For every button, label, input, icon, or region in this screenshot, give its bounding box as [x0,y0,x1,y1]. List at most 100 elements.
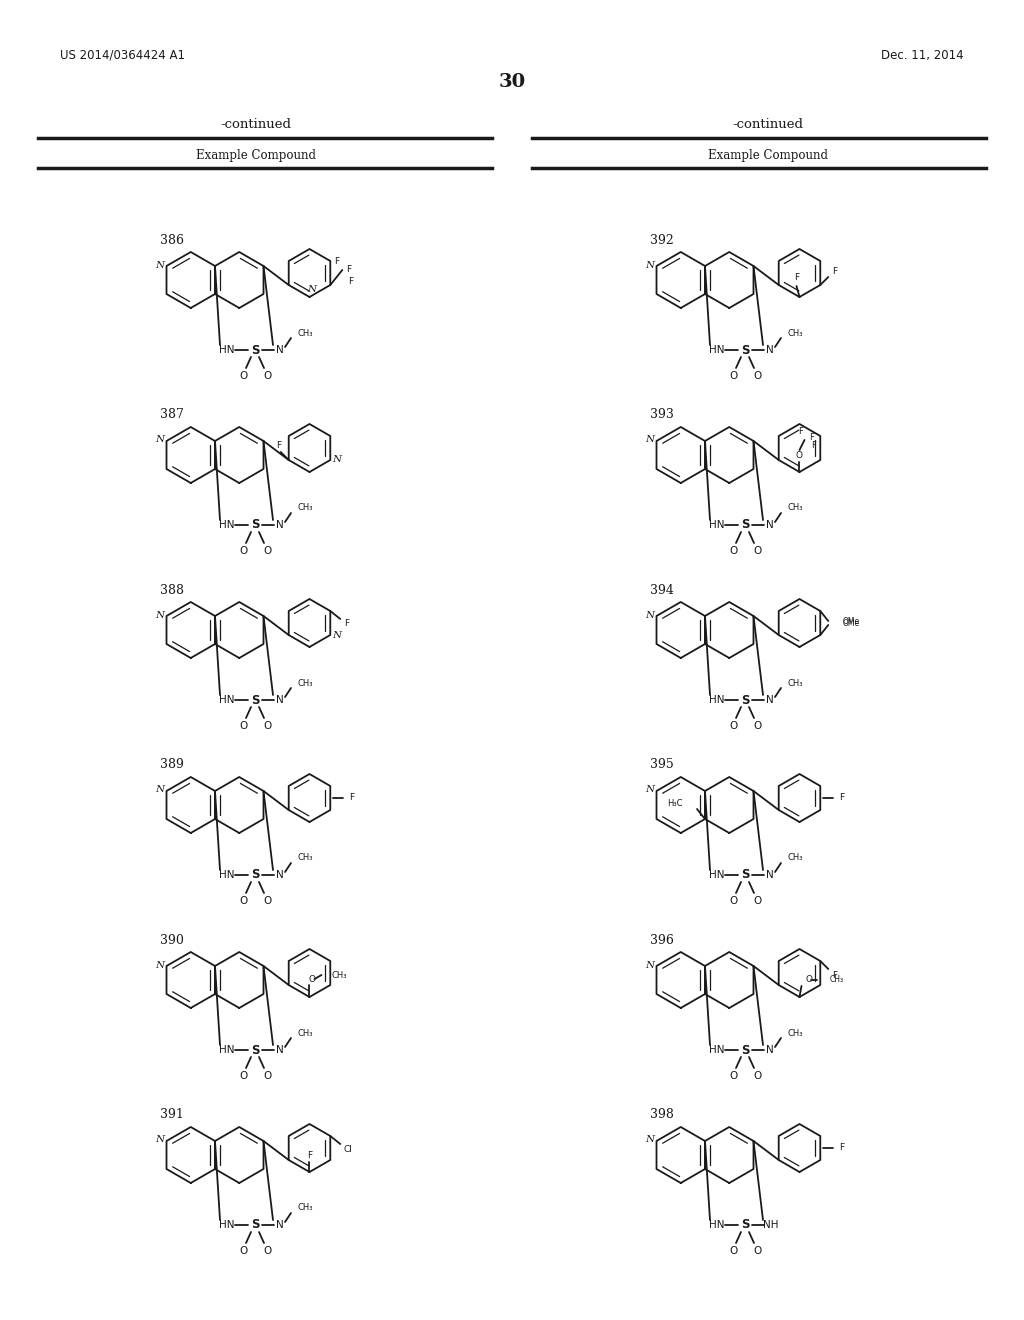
Text: HN: HN [219,1220,234,1230]
Text: N: N [155,260,164,269]
Text: 393: 393 [650,408,674,421]
Text: F: F [839,793,844,803]
Text: F: F [349,793,354,803]
Text: N: N [155,1135,164,1144]
Text: O: O [729,1246,737,1257]
Text: N: N [307,285,316,293]
Text: O: O [263,721,271,731]
Text: O: O [239,896,247,906]
Text: F: F [809,433,814,441]
Text: HN: HN [710,520,725,531]
Text: F: F [839,1143,844,1152]
Text: O: O [729,546,737,556]
Text: F: F [798,428,803,437]
Text: 30: 30 [499,73,525,91]
Text: HN: HN [219,1045,234,1055]
Text: O: O [753,1246,761,1257]
Text: F: F [307,1151,312,1159]
Text: N: N [645,961,654,969]
Text: HN: HN [710,870,725,880]
Text: OMe: OMe [843,618,859,627]
Text: N: N [276,1220,284,1230]
Text: O: O [239,721,247,731]
Text: CH₃: CH₃ [297,1204,312,1213]
Text: O: O [753,721,761,731]
Text: S: S [251,519,259,532]
Text: O: O [263,1071,271,1081]
Text: HN: HN [219,345,234,355]
Text: O: O [239,371,247,381]
Text: N: N [645,260,654,269]
Text: 394: 394 [650,583,674,597]
Text: OMe: OMe [843,619,859,628]
Text: CH₃: CH₃ [297,329,312,338]
Text: Example Compound: Example Compound [196,149,316,161]
Text: CH₃: CH₃ [787,854,803,862]
Text: -continued: -continued [220,119,292,132]
Text: CH₃: CH₃ [787,503,803,512]
Text: S: S [251,1044,259,1056]
Text: CH₃: CH₃ [787,1028,803,1038]
Text: N: N [155,961,164,969]
Text: O: O [729,721,737,731]
Text: CH₃: CH₃ [332,970,347,979]
Text: 391: 391 [160,1109,184,1122]
Text: F: F [348,276,353,285]
Text: S: S [251,693,259,706]
Text: N: N [155,610,164,619]
Text: Example Compound: Example Compound [708,149,828,161]
Text: -continued: -continued [732,119,804,132]
Text: N: N [766,345,774,355]
Text: O: O [263,546,271,556]
Text: HN: HN [710,1220,725,1230]
Text: N: N [276,520,284,531]
Text: HN: HN [710,345,725,355]
Text: O: O [239,1246,247,1257]
Text: H₃C: H₃C [668,800,683,808]
Text: O: O [263,371,271,381]
Text: CH₃: CH₃ [297,503,312,512]
Text: O: O [239,1071,247,1081]
Text: N: N [276,696,284,705]
Text: N: N [645,785,654,795]
Text: CH₃: CH₃ [787,678,803,688]
Text: O: O [263,896,271,906]
Text: O: O [753,896,761,906]
Text: 389: 389 [160,759,184,771]
Text: 387: 387 [160,408,184,421]
Text: 396: 396 [650,933,674,946]
Text: HN: HN [219,520,234,531]
Text: O: O [806,975,812,985]
Text: N: N [276,345,284,355]
Text: S: S [740,1218,750,1232]
Text: N: N [766,1045,774,1055]
Text: HN: HN [710,696,725,705]
Text: CH₃: CH₃ [829,975,844,985]
Text: CH₃: CH₃ [297,854,312,862]
Text: O: O [753,371,761,381]
Text: S: S [251,343,259,356]
Text: O: O [753,546,761,556]
Text: Cl: Cl [344,1146,352,1155]
Text: N: N [766,520,774,531]
Text: F: F [276,441,282,450]
Text: N: N [645,1135,654,1144]
Text: CH₃: CH₃ [297,678,312,688]
Text: N: N [645,610,654,619]
Text: O: O [753,1071,761,1081]
Text: S: S [251,869,259,882]
Text: O: O [729,1071,737,1081]
Text: O: O [796,450,803,459]
Text: F: F [794,273,799,282]
Text: F: F [346,264,351,273]
Text: CH₃: CH₃ [297,1028,312,1038]
Text: 395: 395 [650,759,674,771]
Text: NH: NH [763,1220,778,1230]
Text: HN: HN [219,870,234,880]
Text: O: O [729,896,737,906]
Text: Dec. 11, 2014: Dec. 11, 2014 [882,49,964,62]
Text: N: N [276,1045,284,1055]
Text: 386: 386 [160,234,184,247]
Text: N: N [766,696,774,705]
Text: S: S [740,519,750,532]
